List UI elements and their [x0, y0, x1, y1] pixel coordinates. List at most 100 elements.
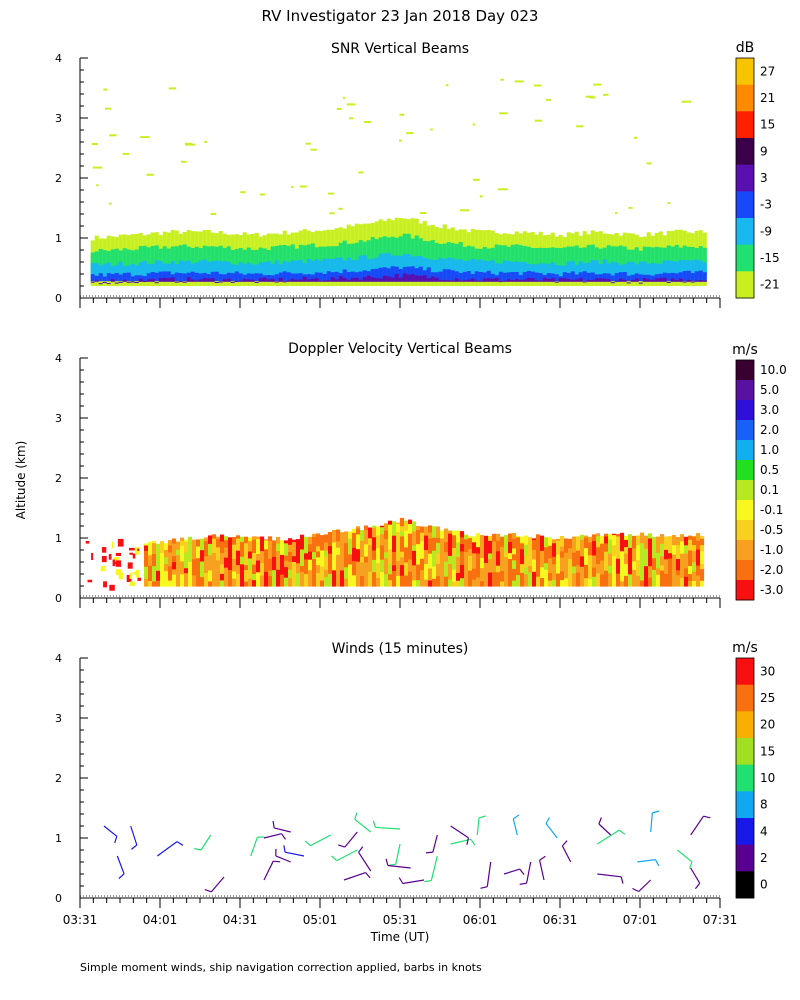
barb-shaft [336, 849, 358, 862]
velocity-cell [548, 580, 553, 587]
velocity-cell [164, 570, 169, 587]
velocity-speckle [137, 548, 140, 551]
velocity-cell [500, 570, 505, 582]
velocity-cell [260, 550, 265, 563]
snr-cell [458, 273, 463, 282]
velocity-cell [244, 569, 249, 582]
y-tick-label: 0 [55, 892, 62, 905]
velocity-cell [564, 538, 569, 553]
velocity-cell [508, 541, 513, 554]
snr-cell [690, 273, 695, 282]
snr-cell [286, 262, 291, 279]
snr-cell [574, 264, 579, 279]
velocity-cell [604, 551, 609, 563]
velocity-cell [484, 577, 489, 587]
velocity-cell [340, 539, 345, 547]
velocity-cell [436, 531, 441, 538]
velocity-cell [448, 544, 453, 556]
velocity-cell [672, 554, 677, 571]
snr-cell [334, 271, 339, 282]
velocity-cell [404, 561, 409, 576]
velocity-cell [232, 537, 237, 545]
y-tick-label: 2 [55, 772, 62, 785]
snr-speckle [140, 136, 150, 139]
snr-cell [414, 275, 419, 282]
velocity-cell [688, 549, 693, 567]
snr-cell [282, 245, 287, 274]
snr-cell [178, 281, 183, 283]
snr-cell [194, 280, 199, 282]
colorbar-label: 15 [760, 118, 775, 132]
velocity-cell [656, 574, 661, 587]
barb-flag [385, 858, 389, 866]
velocity-cell [588, 536, 593, 543]
velocity-cell [296, 539, 301, 550]
velocity-cell [304, 552, 309, 560]
snr-cell [214, 260, 219, 279]
snr-cell [582, 247, 587, 274]
velocity-cell [400, 564, 405, 576]
snr-cell [490, 273, 495, 282]
velocity-cell [644, 570, 649, 587]
velocity-cell [456, 541, 461, 558]
snr-cell [238, 262, 243, 279]
velocity-cell [244, 581, 249, 587]
snr-cell [286, 272, 291, 282]
snr-cell [674, 244, 679, 274]
velocity-cell [700, 580, 705, 587]
snr-cell [226, 278, 231, 282]
velocity-cell [320, 565, 325, 581]
velocity-cell [196, 546, 201, 559]
velocity-cell [184, 552, 189, 569]
barb-flag [620, 876, 624, 884]
velocity-cell [620, 565, 625, 582]
barb-flag [598, 817, 602, 825]
velocity-cell [424, 563, 429, 580]
velocity-cell [672, 575, 677, 587]
snr-cell [702, 280, 707, 282]
snr-cell [550, 278, 555, 282]
wind-barb [425, 834, 438, 854]
figure-title: RV Investigator 23 Jan 2018 Day 023 [262, 7, 539, 25]
snr-cell [166, 263, 171, 279]
y-tick-label: 4 [55, 52, 62, 65]
snr-cell [606, 263, 611, 279]
velocity-cell [612, 534, 617, 546]
velocity-cell [396, 544, 401, 561]
snr-cell [586, 244, 591, 274]
velocity-cell [176, 541, 181, 550]
snr-cell [658, 277, 663, 282]
snr-cell [122, 248, 127, 274]
snr-cell [662, 272, 667, 282]
snr-cell [602, 278, 607, 282]
velocity-cell [640, 532, 645, 544]
velocity-cell [428, 525, 433, 533]
snr-cell [542, 263, 547, 279]
snr-speckle [310, 148, 317, 151]
snr-cell [418, 275, 423, 282]
snr-cell [130, 263, 135, 279]
snr-cell [506, 272, 511, 282]
snr-cell [158, 261, 163, 279]
snr-cell [514, 244, 519, 274]
velocity-speckle [132, 572, 139, 575]
velocity-cell [188, 536, 193, 549]
velocity-cell [580, 539, 585, 557]
snr-cell [510, 272, 515, 282]
snr-cell [638, 282, 643, 284]
velocity-cell [508, 533, 513, 542]
snr-cell [598, 274, 603, 282]
snr-cell [586, 279, 591, 282]
barb-flag [331, 855, 338, 862]
colorbar-swatch [736, 791, 754, 819]
velocity-cell [400, 525, 405, 532]
velocity-speckle [129, 572, 133, 579]
snr-cell [418, 266, 423, 282]
velocity-cell [336, 540, 341, 548]
velocity-cell [312, 558, 317, 574]
velocity-cell [520, 542, 525, 550]
velocity-cell [228, 561, 233, 570]
snr-cell [150, 278, 155, 282]
velocity-cell [364, 576, 369, 587]
